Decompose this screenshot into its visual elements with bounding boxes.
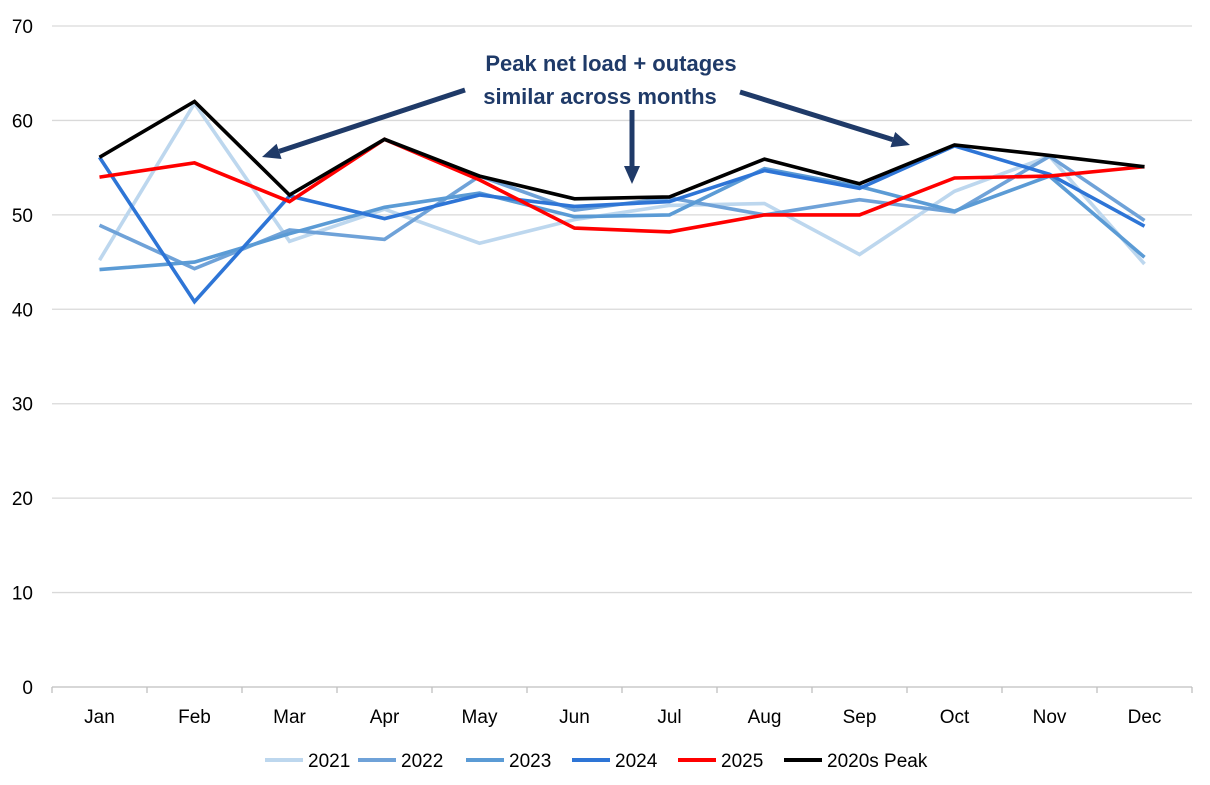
x-tick-label: Aug [748,707,782,728]
annotation-arrow-left [262,87,466,159]
x-tick-label: Dec [1128,707,1162,728]
y-tick-label: 20 [12,489,33,510]
legend-item: 2020s Peak [784,751,928,772]
legend-label: 2024 [615,751,658,772]
legend-item: 2024 [572,751,658,772]
legend: 2021 2022 2023 2024 2025 2020s Peak [265,751,928,772]
y-tick-label: 30 [12,395,33,416]
x-tick-label: Jul [657,707,681,728]
y-tick-label: 70 [12,17,33,38]
annotation: Peak net load + outages similar across m… [262,51,910,184]
gridlines [52,25,1192,594]
y-tick-label: 60 [12,111,33,132]
legend-label: 2022 [401,751,443,772]
x-axis [51,686,1193,693]
y-tick-label: 40 [12,300,33,321]
annotation-line-1: Peak net load + outages [485,51,736,76]
legend-item: 2021 [265,751,350,772]
annotation-arrow-right [739,89,910,148]
series-line-2020s-peak [98,99,1145,201]
x-tick-label: Apr [370,707,400,728]
y-tick-label: 10 [12,584,33,605]
annotation-arrow-down [624,110,640,184]
legend-item: 2025 [678,751,763,772]
series-line-2023 [99,166,1146,272]
x-tick-label: Feb [178,707,211,728]
x-tick-label: Jun [559,707,590,728]
y-axis-labels: 0 10 20 30 40 50 60 70 [12,17,33,699]
x-tick-label: Oct [940,707,970,728]
series-lines [97,99,1146,305]
y-tick-label: 50 [12,206,33,227]
series-line-2021 [97,100,1146,266]
legend-label: 2020s Peak [827,751,928,772]
legend-label: 2025 [721,751,763,772]
x-tick-label: Nov [1033,707,1067,728]
x-tick-label: Sep [843,707,877,728]
x-tick-label: Jan [84,707,115,728]
legend-item: 2022 [358,751,443,772]
annotation-line-2: similar across months [483,84,717,109]
x-tick-label: Mar [273,707,306,728]
series-line-2025 [99,137,1145,234]
x-tick-label: May [462,707,498,728]
y-tick-label: 0 [22,678,33,699]
x-axis-labels: Jan Feb Mar Apr May Jun Jul Aug Sep Oct Nov Dec [84,707,1161,728]
series-line-2024 [97,143,1146,305]
legend-label: 2021 [308,751,350,772]
legend-item: 2023 [466,751,551,772]
legend-label: 2023 [509,751,551,772]
